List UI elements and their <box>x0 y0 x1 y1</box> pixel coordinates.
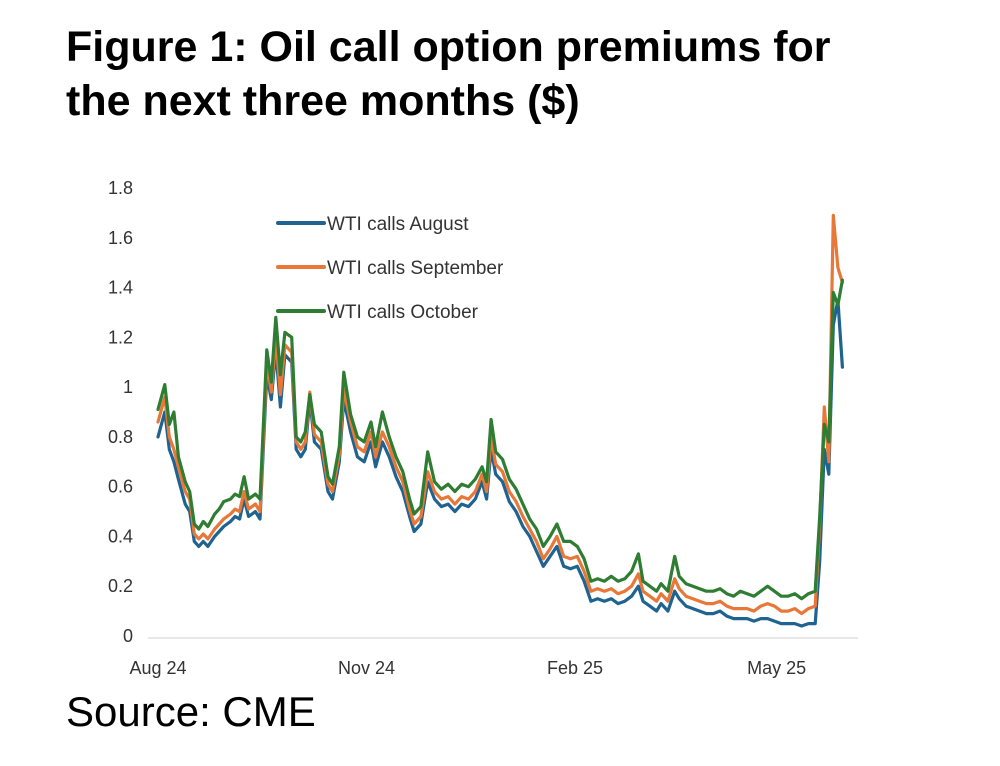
y-tick-label: 0.6 <box>108 477 133 497</box>
y-tick-label: 0.8 <box>108 427 133 447</box>
source-note: Source: CME <box>66 688 316 735</box>
legend-label: WTI calls October <box>327 302 479 323</box>
legend-label: WTI calls September <box>327 258 504 279</box>
y-tick-label: 0.2 <box>108 576 133 596</box>
figure-title: Figure 1: Oil call option premiums for th… <box>66 20 986 128</box>
x-tick-label: May 25 <box>747 658 806 678</box>
series-line-2 <box>156 278 844 601</box>
title-line-1: Figure 1: Oil call option premiums for <box>66 23 831 71</box>
legend-label: WTI calls August <box>327 214 469 235</box>
y-tick-label: 1.6 <box>108 228 133 248</box>
y-tick-label: 1.8 <box>108 178 133 198</box>
legend: WTI calls August WTI calls September WTI c… <box>276 214 504 323</box>
title-line-2: the next three months ($) <box>66 77 580 125</box>
y-tick-label: 0.4 <box>108 526 133 546</box>
x-tick-label: Aug 24 <box>129 658 186 678</box>
series-line-0 <box>156 298 844 628</box>
y-tick-label: 0 <box>123 626 133 646</box>
y-tick-label: 1.2 <box>108 327 133 347</box>
series-line-1 <box>156 213 844 616</box>
x-tick-label: Feb 25 <box>547 658 603 678</box>
x-axis-ticks: Aug 24 Nov 24 Feb 25 May 25 <box>129 658 806 678</box>
series-lines <box>156 213 844 628</box>
y-axis-ticks: 0 0.2 0.4 0.6 0.8 1 1.2 1.4 1.6 1.8 <box>108 178 133 646</box>
x-tick-label: Nov 24 <box>338 658 395 678</box>
y-tick-label: 1 <box>123 377 133 397</box>
y-tick-label: 1.4 <box>108 278 133 298</box>
